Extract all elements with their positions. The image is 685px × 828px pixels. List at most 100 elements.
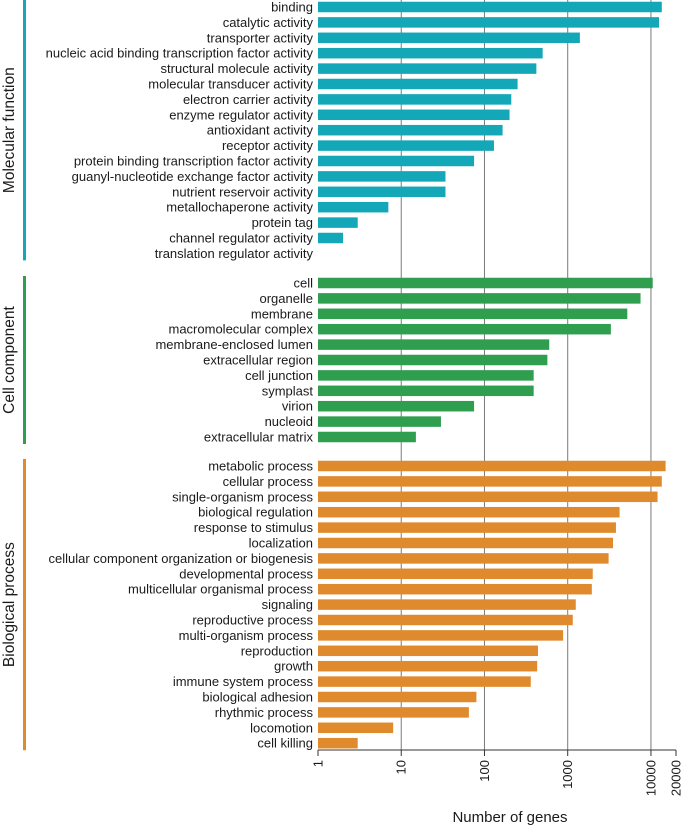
bar <box>318 171 446 182</box>
bar <box>318 691 477 703</box>
bar <box>318 491 658 503</box>
category-label: metabolic process <box>208 459 313 474</box>
bar <box>318 32 580 44</box>
x-tick-label: 10000 <box>643 760 658 796</box>
group-label: Biological process <box>1 542 18 667</box>
bar <box>318 737 358 749</box>
bar <box>318 660 538 672</box>
category-label: localization <box>249 536 313 551</box>
bar <box>318 553 609 564</box>
bar <box>318 63 537 74</box>
bar <box>318 431 416 443</box>
category-label: reproductive process <box>192 613 313 628</box>
category-label: structural molecule activity <box>161 61 314 76</box>
category-label: protein tag <box>252 215 313 230</box>
group-label: Cell component <box>1 305 18 413</box>
category-label: symplast <box>262 383 314 398</box>
bar <box>318 339 550 350</box>
bar <box>318 94 512 105</box>
bar <box>318 460 666 472</box>
bar <box>318 293 641 304</box>
bar <box>318 645 539 657</box>
category-label: nucleic acid binding transcription facto… <box>46 46 314 61</box>
category-label: biological regulation <box>198 505 313 520</box>
category-label: nucleoid <box>265 414 313 429</box>
category-label: binding <box>271 0 313 15</box>
category-label: extracellular matrix <box>204 430 314 445</box>
bar <box>318 614 573 626</box>
category-label: protein binding transcription factor act… <box>74 154 314 169</box>
category-label: single-organism process <box>172 489 313 504</box>
category-label: nutrient reservoir activity <box>172 184 313 199</box>
bar <box>318 78 518 90</box>
x-tick-label: 1000 <box>560 760 575 789</box>
bar <box>318 201 389 213</box>
x-axis-title: Number of genes <box>452 809 567 826</box>
category-label: extracellular region <box>203 353 313 368</box>
category-label: molecular transducer activity <box>148 77 313 92</box>
bar <box>318 476 662 487</box>
bar <box>318 599 576 610</box>
category-label: biological adhesion <box>202 690 313 705</box>
bar <box>318 400 475 412</box>
group-brackets: Molecular function Cell component Biologic… <box>1 0 26 751</box>
category-label: receptor activity <box>222 138 314 153</box>
bar <box>318 155 475 167</box>
category-label: electron carrier activity <box>183 92 314 107</box>
x-tick-label: 20000 <box>669 760 684 796</box>
bar <box>318 522 616 533</box>
group-bracket <box>23 0 26 261</box>
category-label: membrane-enclosed lumen <box>155 337 313 352</box>
bar <box>318 630 564 641</box>
category-label: cellular process <box>223 474 314 489</box>
bar <box>318 109 510 121</box>
x-tick-label: 100 <box>477 760 492 782</box>
category-label: multi-organism process <box>179 628 314 643</box>
bar <box>318 124 503 136</box>
bar <box>318 1 662 13</box>
category-label: growth <box>274 659 313 674</box>
bar <box>318 217 358 228</box>
bar <box>318 568 593 580</box>
category-label: antioxidant activity <box>207 123 314 138</box>
group-label: Molecular function <box>1 67 18 193</box>
bar <box>318 47 543 59</box>
bar <box>318 354 548 366</box>
bar <box>318 17 660 28</box>
bar <box>318 186 446 198</box>
category-label: enzyme regulator activity <box>169 107 313 122</box>
bar <box>318 416 441 427</box>
bar <box>318 232 344 244</box>
bar <box>318 537 613 549</box>
bar <box>318 385 534 397</box>
category-label: translation regulator activity <box>155 246 314 261</box>
category-label: rhythmic process <box>215 705 314 720</box>
category-label: immune system process <box>173 674 314 689</box>
bar <box>318 277 653 289</box>
category-label: cellular component organization or bioge… <box>49 551 314 566</box>
bar <box>318 583 592 595</box>
category-label: signaling <box>262 597 313 612</box>
bars <box>318 1 666 749</box>
category-label: organelle <box>260 291 314 306</box>
group-bracket <box>23 276 26 444</box>
category-label: membrane <box>251 306 313 321</box>
category-label: cell killing <box>257 736 313 751</box>
category-label: metallochaperone activity <box>166 200 313 215</box>
category-label: multicellular organismal process <box>128 582 313 597</box>
bar <box>318 722 394 734</box>
bar <box>318 308 628 320</box>
category-label: response to stimulus <box>194 520 314 535</box>
bar <box>318 676 531 687</box>
category-label: cell junction <box>245 368 313 383</box>
category-label: developmental process <box>179 566 313 581</box>
category-label: transporter activity <box>207 30 314 45</box>
bar <box>318 140 494 151</box>
category-label: macromolecular complex <box>169 322 314 337</box>
category-label: locomotion <box>250 720 313 735</box>
category-label: channel regulator activity <box>169 231 313 246</box>
category-label: cell <box>293 276 313 291</box>
bar <box>318 707 469 718</box>
